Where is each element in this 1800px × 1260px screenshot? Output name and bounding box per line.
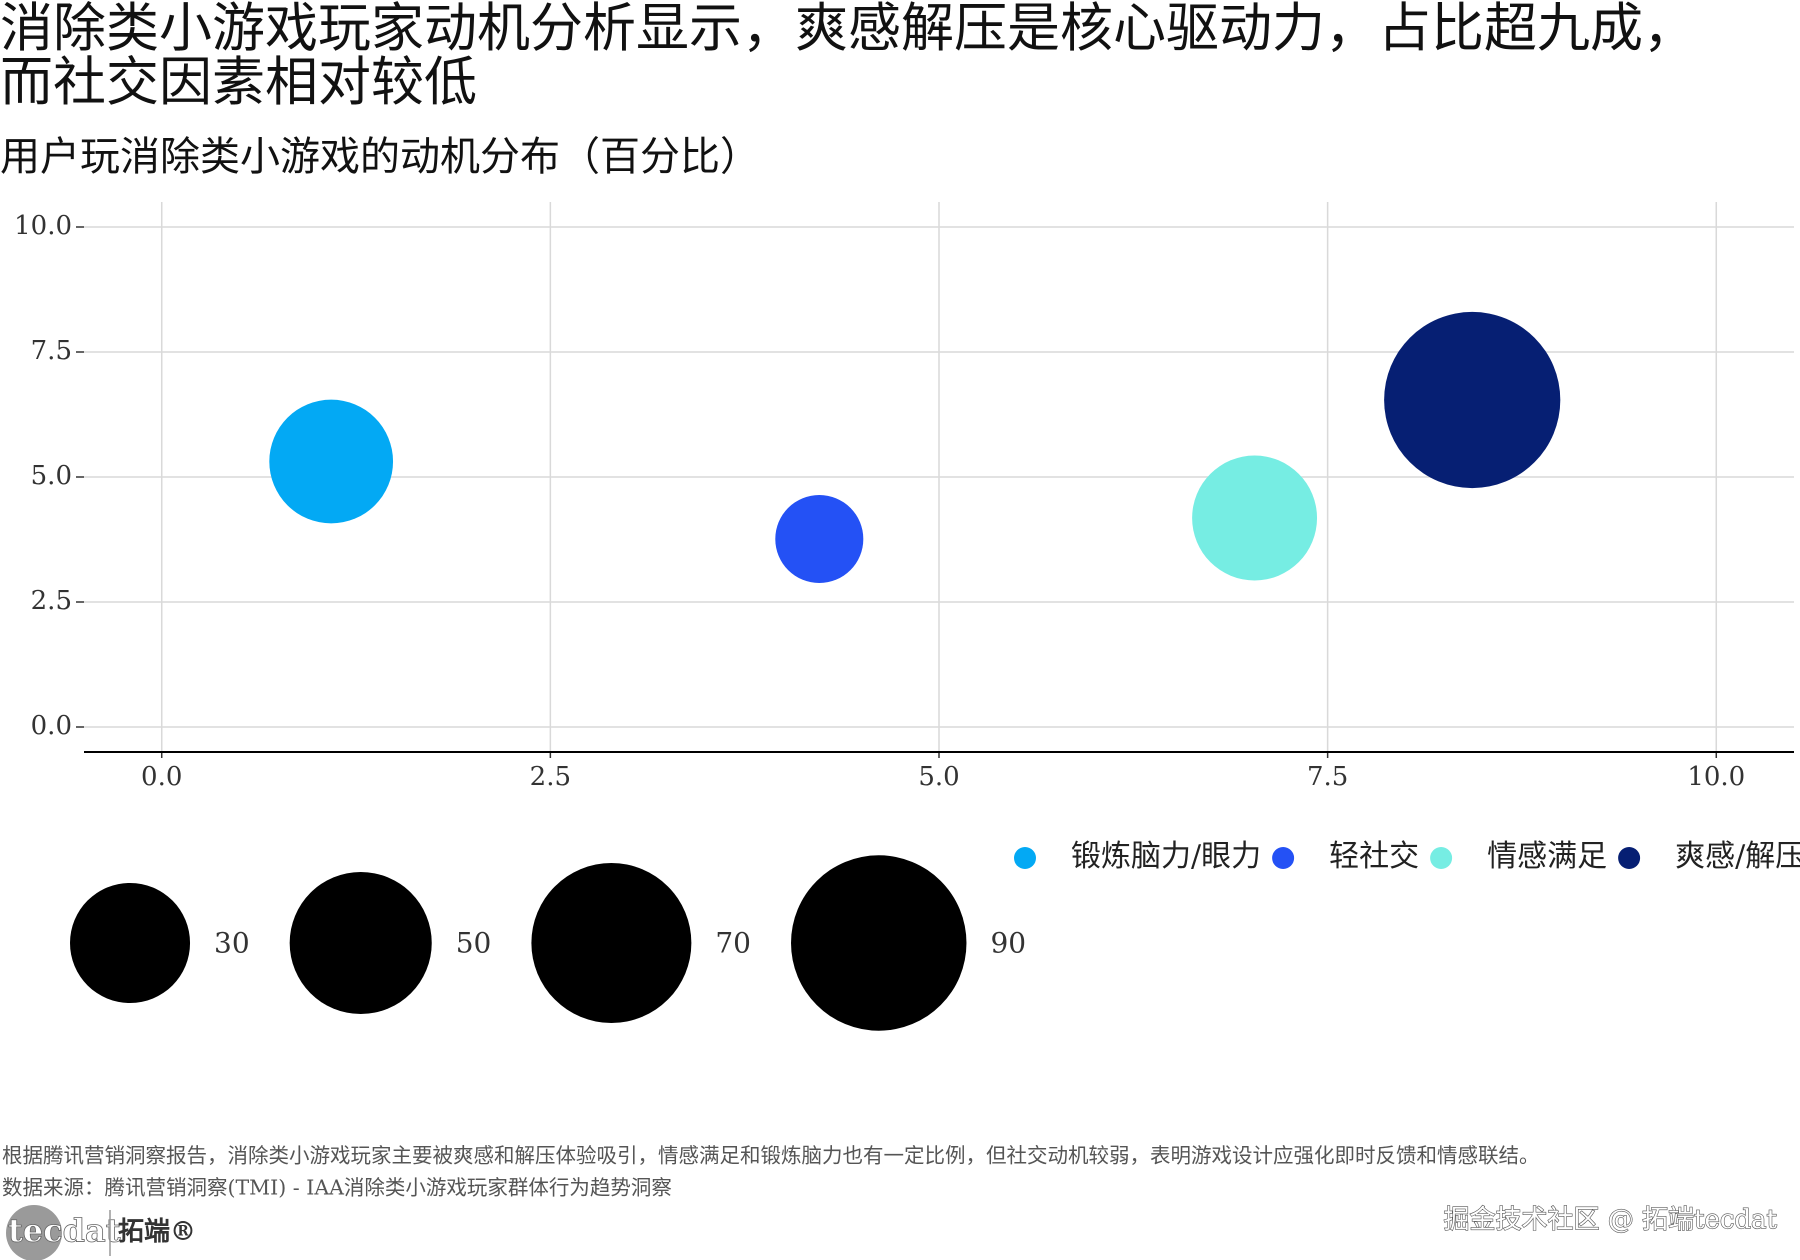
x-tick-label: 2.5 [530,762,571,792]
bubble [1384,311,1561,489]
legend-swatch [1272,847,1295,869]
chart-subtitle: 用户玩消除类小游戏的动机分布（百分比） [0,134,760,180]
logo-text: tecdat [8,1212,121,1250]
y-tick-label: 7.5 [31,336,72,366]
x-tick-label: 7.5 [1307,762,1348,792]
bubble [269,399,394,524]
bubble [1192,455,1318,581]
source: 数据来源：腾讯营销洞察(TMI) - IAA消除类小游戏玩家群体行为趋势洞察 [2,1176,672,1200]
size-legend-label: 30 [214,927,250,960]
logo-brand: 拓端® [118,1217,196,1247]
legend-label: 情感满足 [1487,839,1607,874]
legend-label: 爽感/解压 [1675,839,1800,874]
legend-swatch [1014,847,1036,869]
legend-swatch [1430,847,1453,869]
x-tick-label: 10.0 [1687,762,1745,792]
size-legend-label: 70 [715,927,751,960]
size-legend-circle [70,882,191,1004]
y-tick-label: 10.0 [14,211,72,241]
size-legend-circle [289,871,432,1015]
caption: 根据腾讯营销洞察报告，消除类小游戏玩家主要被爽感和解压体验吸引，情感满足和锻炼脑… [2,1144,1540,1168]
y-tick-label: 2.5 [31,586,72,616]
y-tick-label: 0.0 [31,711,72,741]
legend-label: 轻社交 [1329,839,1419,874]
size-legend-label: 50 [456,927,492,960]
y-tick-label: 5.0 [31,461,72,491]
logo-mark [6,1205,62,1260]
x-tick-label: 0.0 [141,762,182,792]
legend-label: 锻炼脑力/眼力 [1071,839,1261,874]
bubble [775,494,864,584]
size-legend-circle [531,863,692,1023]
size-legend-label: 90 [990,927,1026,960]
legend-swatch [1618,847,1641,869]
watermark: 掘金技术社区 @ 拓端tecdat [1443,1205,1777,1235]
x-tick-label: 5.0 [918,762,959,792]
size-legend-circle [791,855,967,1031]
chart-title: 消除类小游戏玩家动机分析显示，爽感解压是核心驱动力，占比超九成，而社交因素相对较… [0,0,1696,113]
